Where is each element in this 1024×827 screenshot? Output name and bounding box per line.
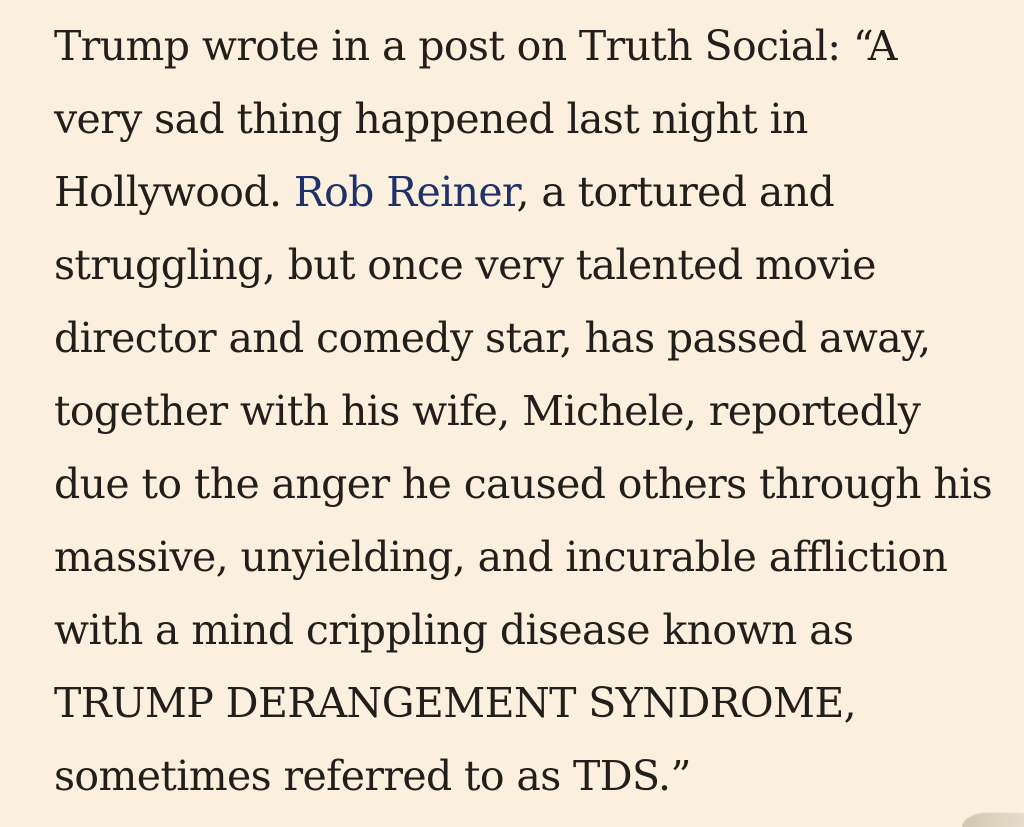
article-line-text: , a tortured and: [516, 168, 835, 216]
article-line: Trump wrote in a post on Truth Social: “…: [54, 22, 897, 70]
article-line: massive, unyielding, and incurable affli…: [54, 533, 948, 581]
article-line: with a mind crippling disease known as: [54, 606, 854, 654]
article-line: TRUMP DERANGEMENT SYNDROME,: [54, 679, 857, 727]
underlying-card-corner: [962, 812, 1024, 827]
article-line: together with his wife, Michele, reporte…: [54, 387, 921, 435]
article-line: sometimes referred to as TDS.”: [54, 752, 691, 800]
rob-reiner-link[interactable]: Rob Reiner: [293, 168, 517, 216]
article-line-text: Hollywood.: [54, 168, 294, 216]
article-line: director and comedy star, has passed awa…: [54, 314, 931, 362]
article-line: very sad thing happened last night in: [54, 95, 808, 143]
article-line: struggling, but once very talented movie: [54, 241, 877, 289]
article-paragraph: Trump wrote in a post on Truth Social: “…: [54, 10, 1004, 813]
article-line: due to the anger he caused others throug…: [54, 460, 993, 508]
article-line: Hollywood. Rob Reiner, a tortured and: [54, 156, 1004, 229]
